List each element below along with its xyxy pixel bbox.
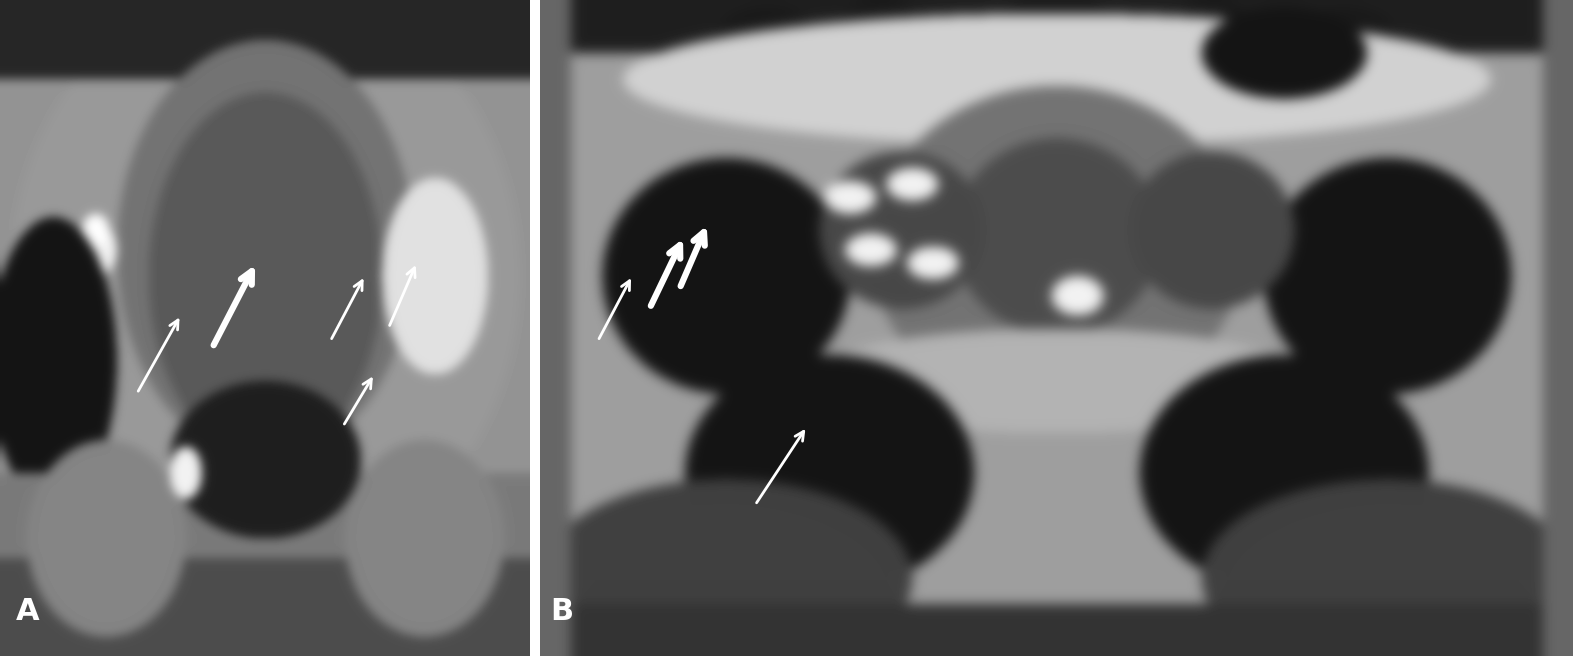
Text: A: A <box>16 597 39 626</box>
Text: B: B <box>551 597 574 626</box>
